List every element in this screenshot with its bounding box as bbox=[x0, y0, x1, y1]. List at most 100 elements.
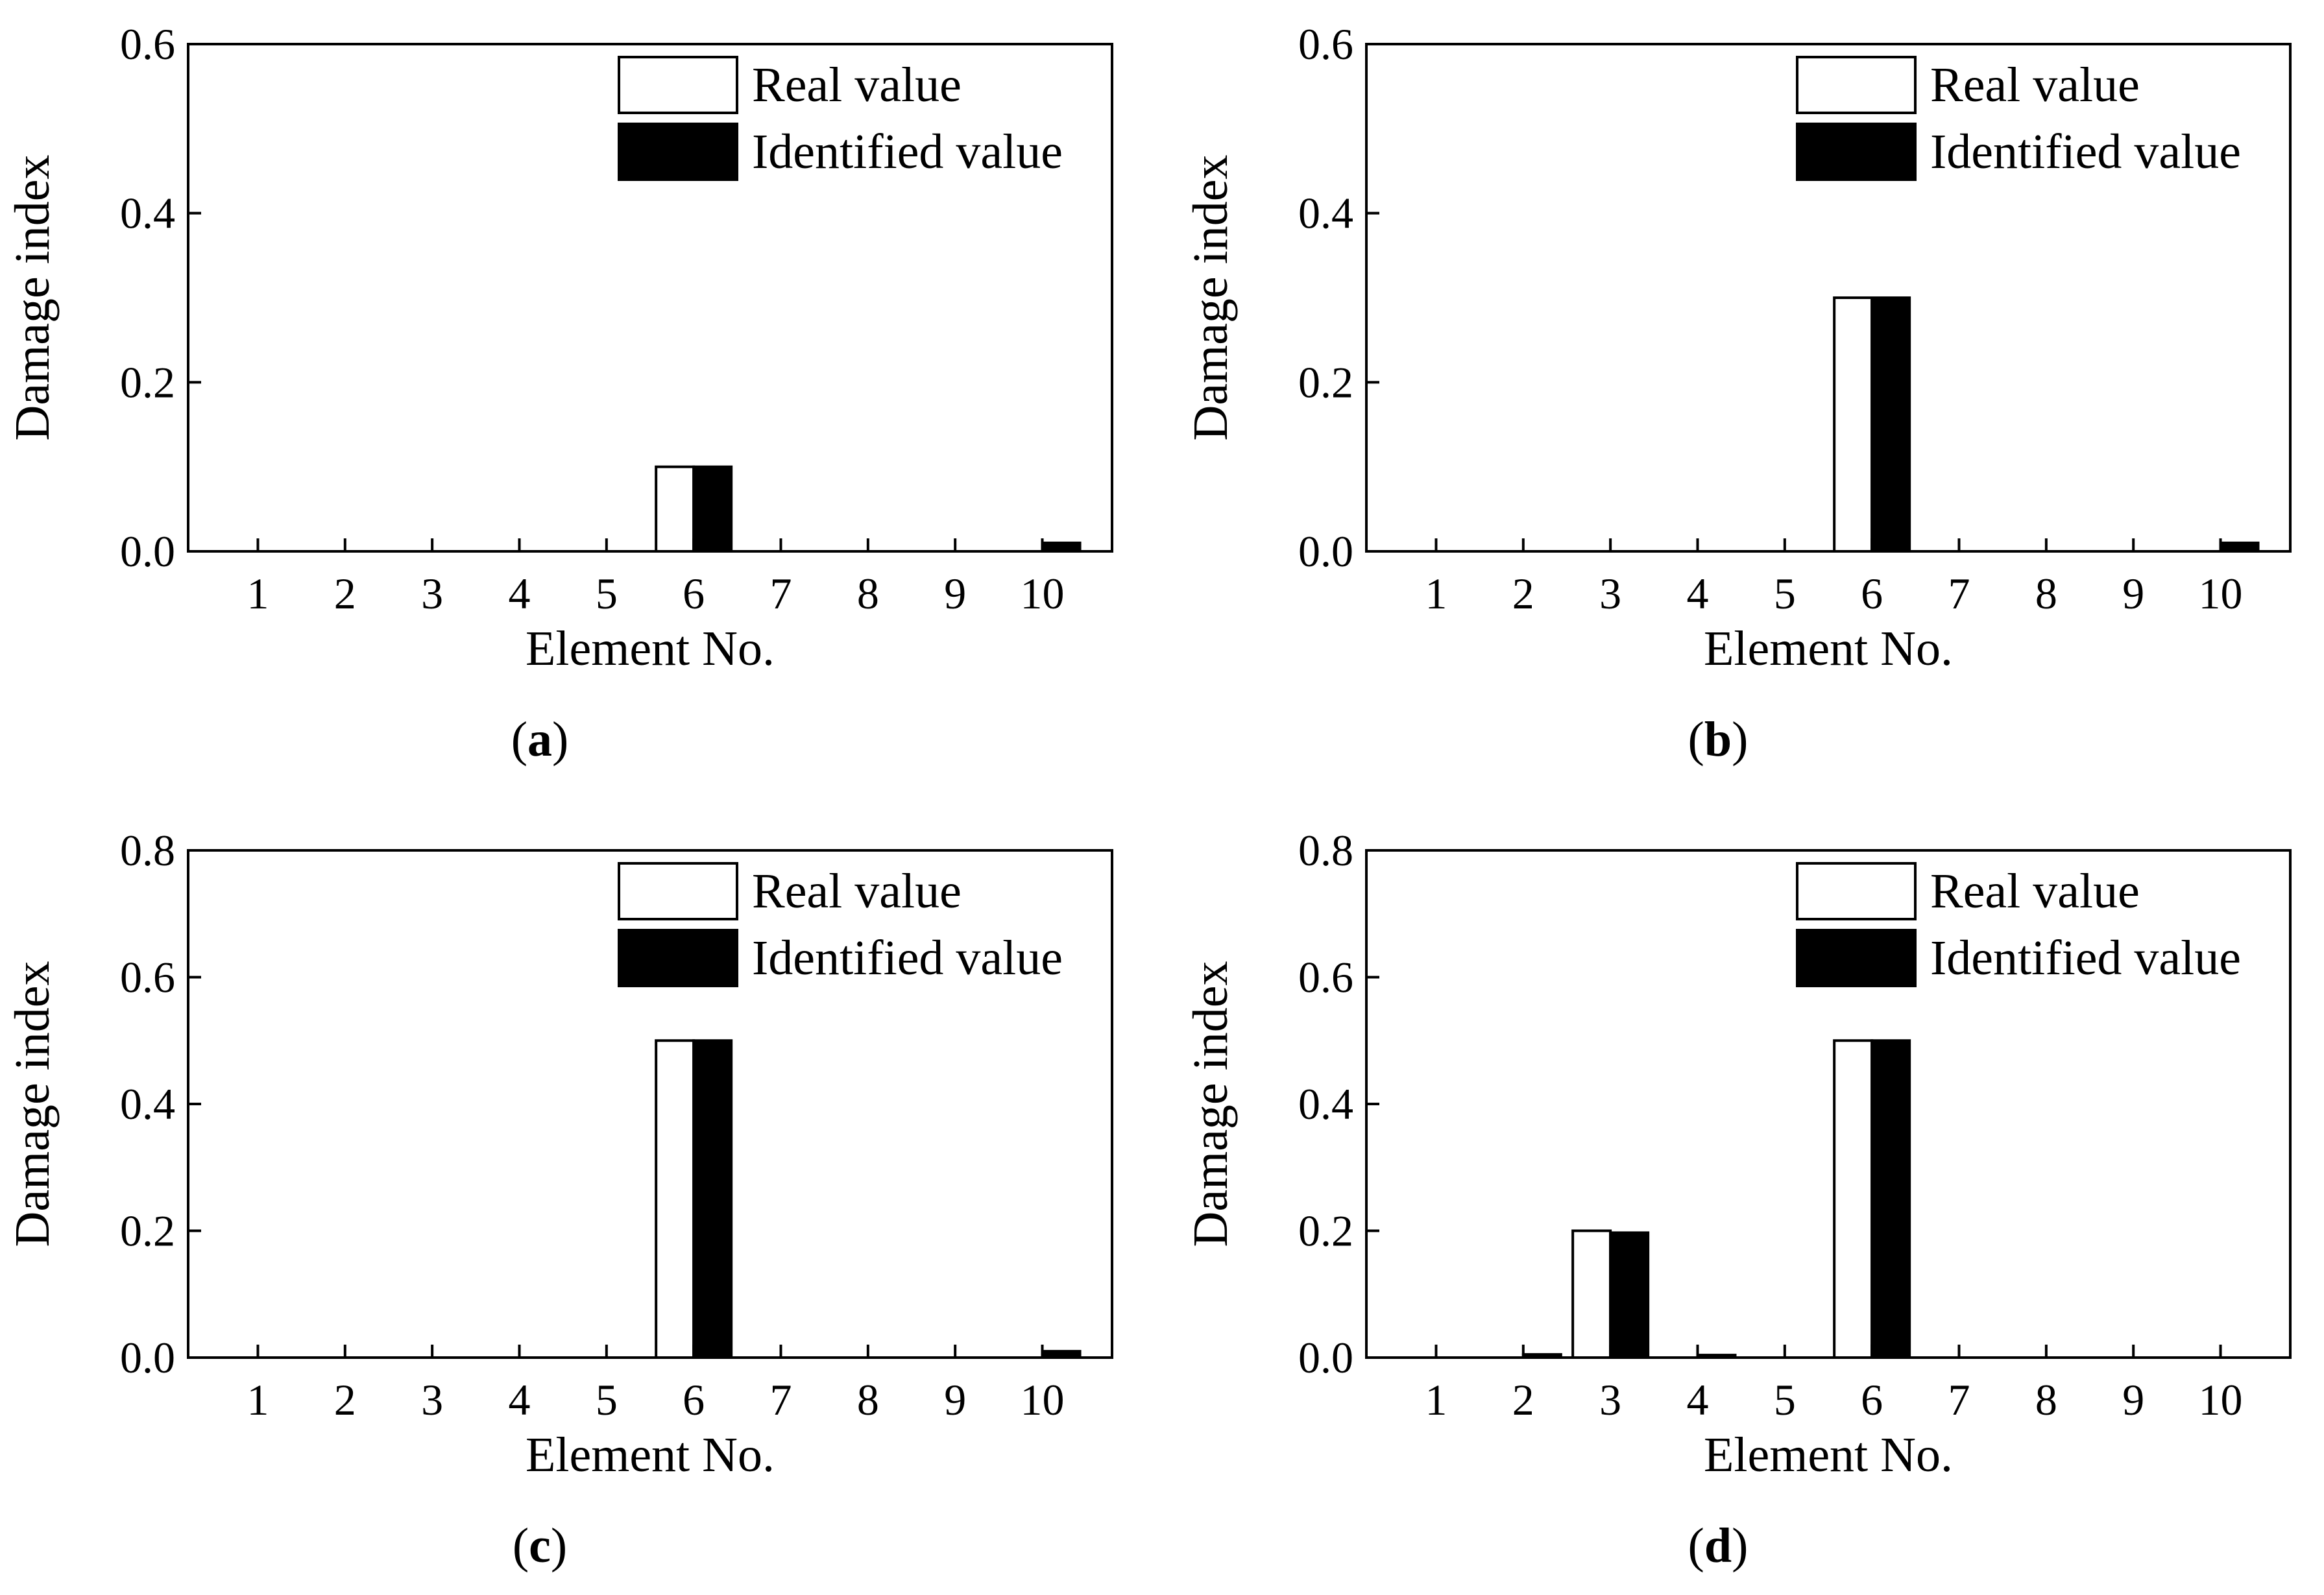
x-tick-label: 10 bbox=[1021, 1375, 1065, 1424]
y-tick-label: 0.6 bbox=[1298, 953, 1353, 1002]
panel-caption-open: ( bbox=[513, 1518, 529, 1573]
panel-caption-letter: c bbox=[529, 1518, 551, 1573]
x-tick-label: 10 bbox=[2199, 569, 2243, 618]
legend-label-real: Real value bbox=[1930, 58, 2140, 112]
x-tick-label: 6 bbox=[1861, 569, 1883, 618]
panel-caption-letter: a bbox=[527, 712, 552, 767]
legend-label-real: Real value bbox=[1930, 864, 2140, 918]
x-tick-label: 9 bbox=[944, 569, 966, 618]
legend-label-real: Real value bbox=[752, 864, 962, 918]
legend-label-real: Real value bbox=[752, 58, 962, 112]
y-tick-label: 0.2 bbox=[120, 357, 175, 407]
chart-panel-b: 0.0 0.2 0.4 0.6 1 2 3 4 5 6 7 8 9 10 Element No. Damage… bbox=[1183, 19, 2292, 767]
y-axis-title: Damage index bbox=[5, 154, 60, 440]
legend-swatch-identified bbox=[1796, 929, 1917, 987]
bar-real-element-3 bbox=[1571, 1229, 1612, 1359]
x-tick-label: 4 bbox=[508, 569, 530, 618]
y-axis-title: Damage index bbox=[5, 961, 60, 1247]
y-tick-label: 0.0 bbox=[1298, 527, 1353, 576]
x-tick-label: 1 bbox=[247, 569, 269, 618]
x-tick-label: 7 bbox=[770, 569, 792, 618]
y-tick-label: 0.4 bbox=[1298, 1079, 1353, 1129]
x-tick-label: 3 bbox=[1599, 1375, 1621, 1424]
plot-frame bbox=[187, 43, 1113, 553]
y-tick-label: 0.8 bbox=[120, 826, 175, 875]
panel-caption-close: ) bbox=[551, 1518, 567, 1573]
bar-real-element-6 bbox=[1833, 296, 1874, 553]
y-tick-label: 0.2 bbox=[120, 1206, 175, 1256]
panel-caption-open: ( bbox=[1688, 1518, 1704, 1573]
chart-panel-d: 0.0 0.2 0.4 0.6 0.8 1 2 3 4 5 6 7 8 9 10 Element No. Dam… bbox=[1183, 826, 2292, 1573]
legend-swatch-real bbox=[618, 862, 738, 920]
legend-swatch-identified bbox=[618, 123, 738, 181]
y-tick-label: 0.0 bbox=[1298, 1333, 1353, 1382]
bar-real-element-6 bbox=[655, 465, 696, 553]
x-axis-title: Element No. bbox=[1704, 1428, 1953, 1482]
x-tick-label: 3 bbox=[1599, 569, 1621, 618]
x-tick-label: 1 bbox=[1425, 1375, 1447, 1424]
y-tick-label: 0.2 bbox=[1298, 1206, 1353, 1256]
y-tick-label: 0.6 bbox=[120, 19, 175, 69]
x-tick-label: 7 bbox=[1948, 569, 1970, 618]
bar-identified-element-6 bbox=[692, 465, 733, 553]
legend-label-identified: Identified value bbox=[752, 931, 1063, 985]
x-tick-label: 2 bbox=[334, 569, 356, 618]
panel-caption-close: ) bbox=[552, 712, 568, 767]
x-axis-title: Element No. bbox=[526, 621, 775, 676]
x-tick-label: 2 bbox=[1512, 1375, 1534, 1424]
panel-caption: (b) bbox=[1688, 712, 1749, 767]
panel-caption-letter: b bbox=[1704, 712, 1732, 767]
x-tick-label: 3 bbox=[421, 1375, 443, 1424]
panel-caption-open: ( bbox=[1688, 712, 1704, 767]
legend-label-identified: Identified value bbox=[752, 125, 1063, 179]
legend-swatch-real bbox=[1796, 56, 1917, 114]
legend-swatch-identified bbox=[618, 929, 738, 987]
x-tick-label: 6 bbox=[683, 569, 705, 618]
y-tick-label: 0.0 bbox=[120, 527, 175, 576]
x-tick-label: 7 bbox=[770, 1375, 792, 1424]
x-tick-label: 8 bbox=[2035, 569, 2057, 618]
bar-identified-element-6 bbox=[692, 1039, 733, 1359]
legend-label-identified: Identified value bbox=[1930, 931, 2241, 985]
bar-identified-element-6 bbox=[1870, 1039, 1911, 1359]
y-axis-title: Damage index bbox=[1183, 961, 1238, 1247]
chart-panel-c: 0.0 0.2 0.4 0.6 0.8 1 2 3 4 5 6 7 8 9 10 Element No. Dam… bbox=[5, 826, 1113, 1573]
chart-panel-a: 0.0 0.2 0.4 0.6 1 2 3 4 5 6 7 8 9 10 Element No. Damage… bbox=[5, 19, 1113, 767]
y-tick-label: 0.4 bbox=[120, 1079, 175, 1129]
legend-swatch-identified bbox=[1796, 123, 1917, 181]
x-tick-label: 9 bbox=[2122, 569, 2144, 618]
panel-caption: (d) bbox=[1688, 1518, 1749, 1573]
x-tick-label: 2 bbox=[1512, 569, 1534, 618]
y-tick-label: 0.4 bbox=[1298, 189, 1353, 238]
x-tick-label: 9 bbox=[944, 1375, 966, 1424]
y-tick-label: 0.6 bbox=[1298, 19, 1353, 69]
y-tick-label: 0.4 bbox=[120, 189, 175, 238]
x-tick-label: 9 bbox=[2122, 1375, 2144, 1424]
x-tick-label: 5 bbox=[596, 569, 618, 618]
x-tick-label: 7 bbox=[1948, 1375, 1970, 1424]
bar-identified-element-6 bbox=[1870, 296, 1911, 553]
x-tick-label: 2 bbox=[334, 1375, 356, 1424]
x-tick-label: 4 bbox=[1686, 1375, 1708, 1424]
legend-label-identified: Identified value bbox=[1930, 125, 2241, 179]
y-axis-title: Damage index bbox=[1183, 154, 1238, 440]
bar-identified-element-3 bbox=[1609, 1231, 1650, 1359]
panel-caption-close: ) bbox=[1732, 712, 1748, 767]
panel-caption-close: ) bbox=[1732, 1518, 1748, 1573]
x-tick-label: 4 bbox=[508, 1375, 530, 1424]
x-tick-label: 8 bbox=[857, 1375, 879, 1424]
x-tick-label: 5 bbox=[1774, 1375, 1796, 1424]
bar-real-element-6 bbox=[655, 1039, 696, 1359]
x-tick-label: 1 bbox=[1425, 569, 1447, 618]
x-tick-label: 5 bbox=[1774, 569, 1796, 618]
panel-caption: (a) bbox=[511, 712, 569, 767]
y-tick-label: 0.6 bbox=[120, 953, 175, 1002]
y-tick-label: 0.8 bbox=[1298, 826, 1353, 875]
x-tick-label: 8 bbox=[857, 569, 879, 618]
plot-frame bbox=[1365, 43, 2292, 553]
legend-swatch-real bbox=[618, 56, 738, 114]
plot-frame bbox=[187, 849, 1113, 1359]
x-axis-title: Element No. bbox=[1704, 621, 1953, 676]
x-tick-label: 8 bbox=[2035, 1375, 2057, 1424]
